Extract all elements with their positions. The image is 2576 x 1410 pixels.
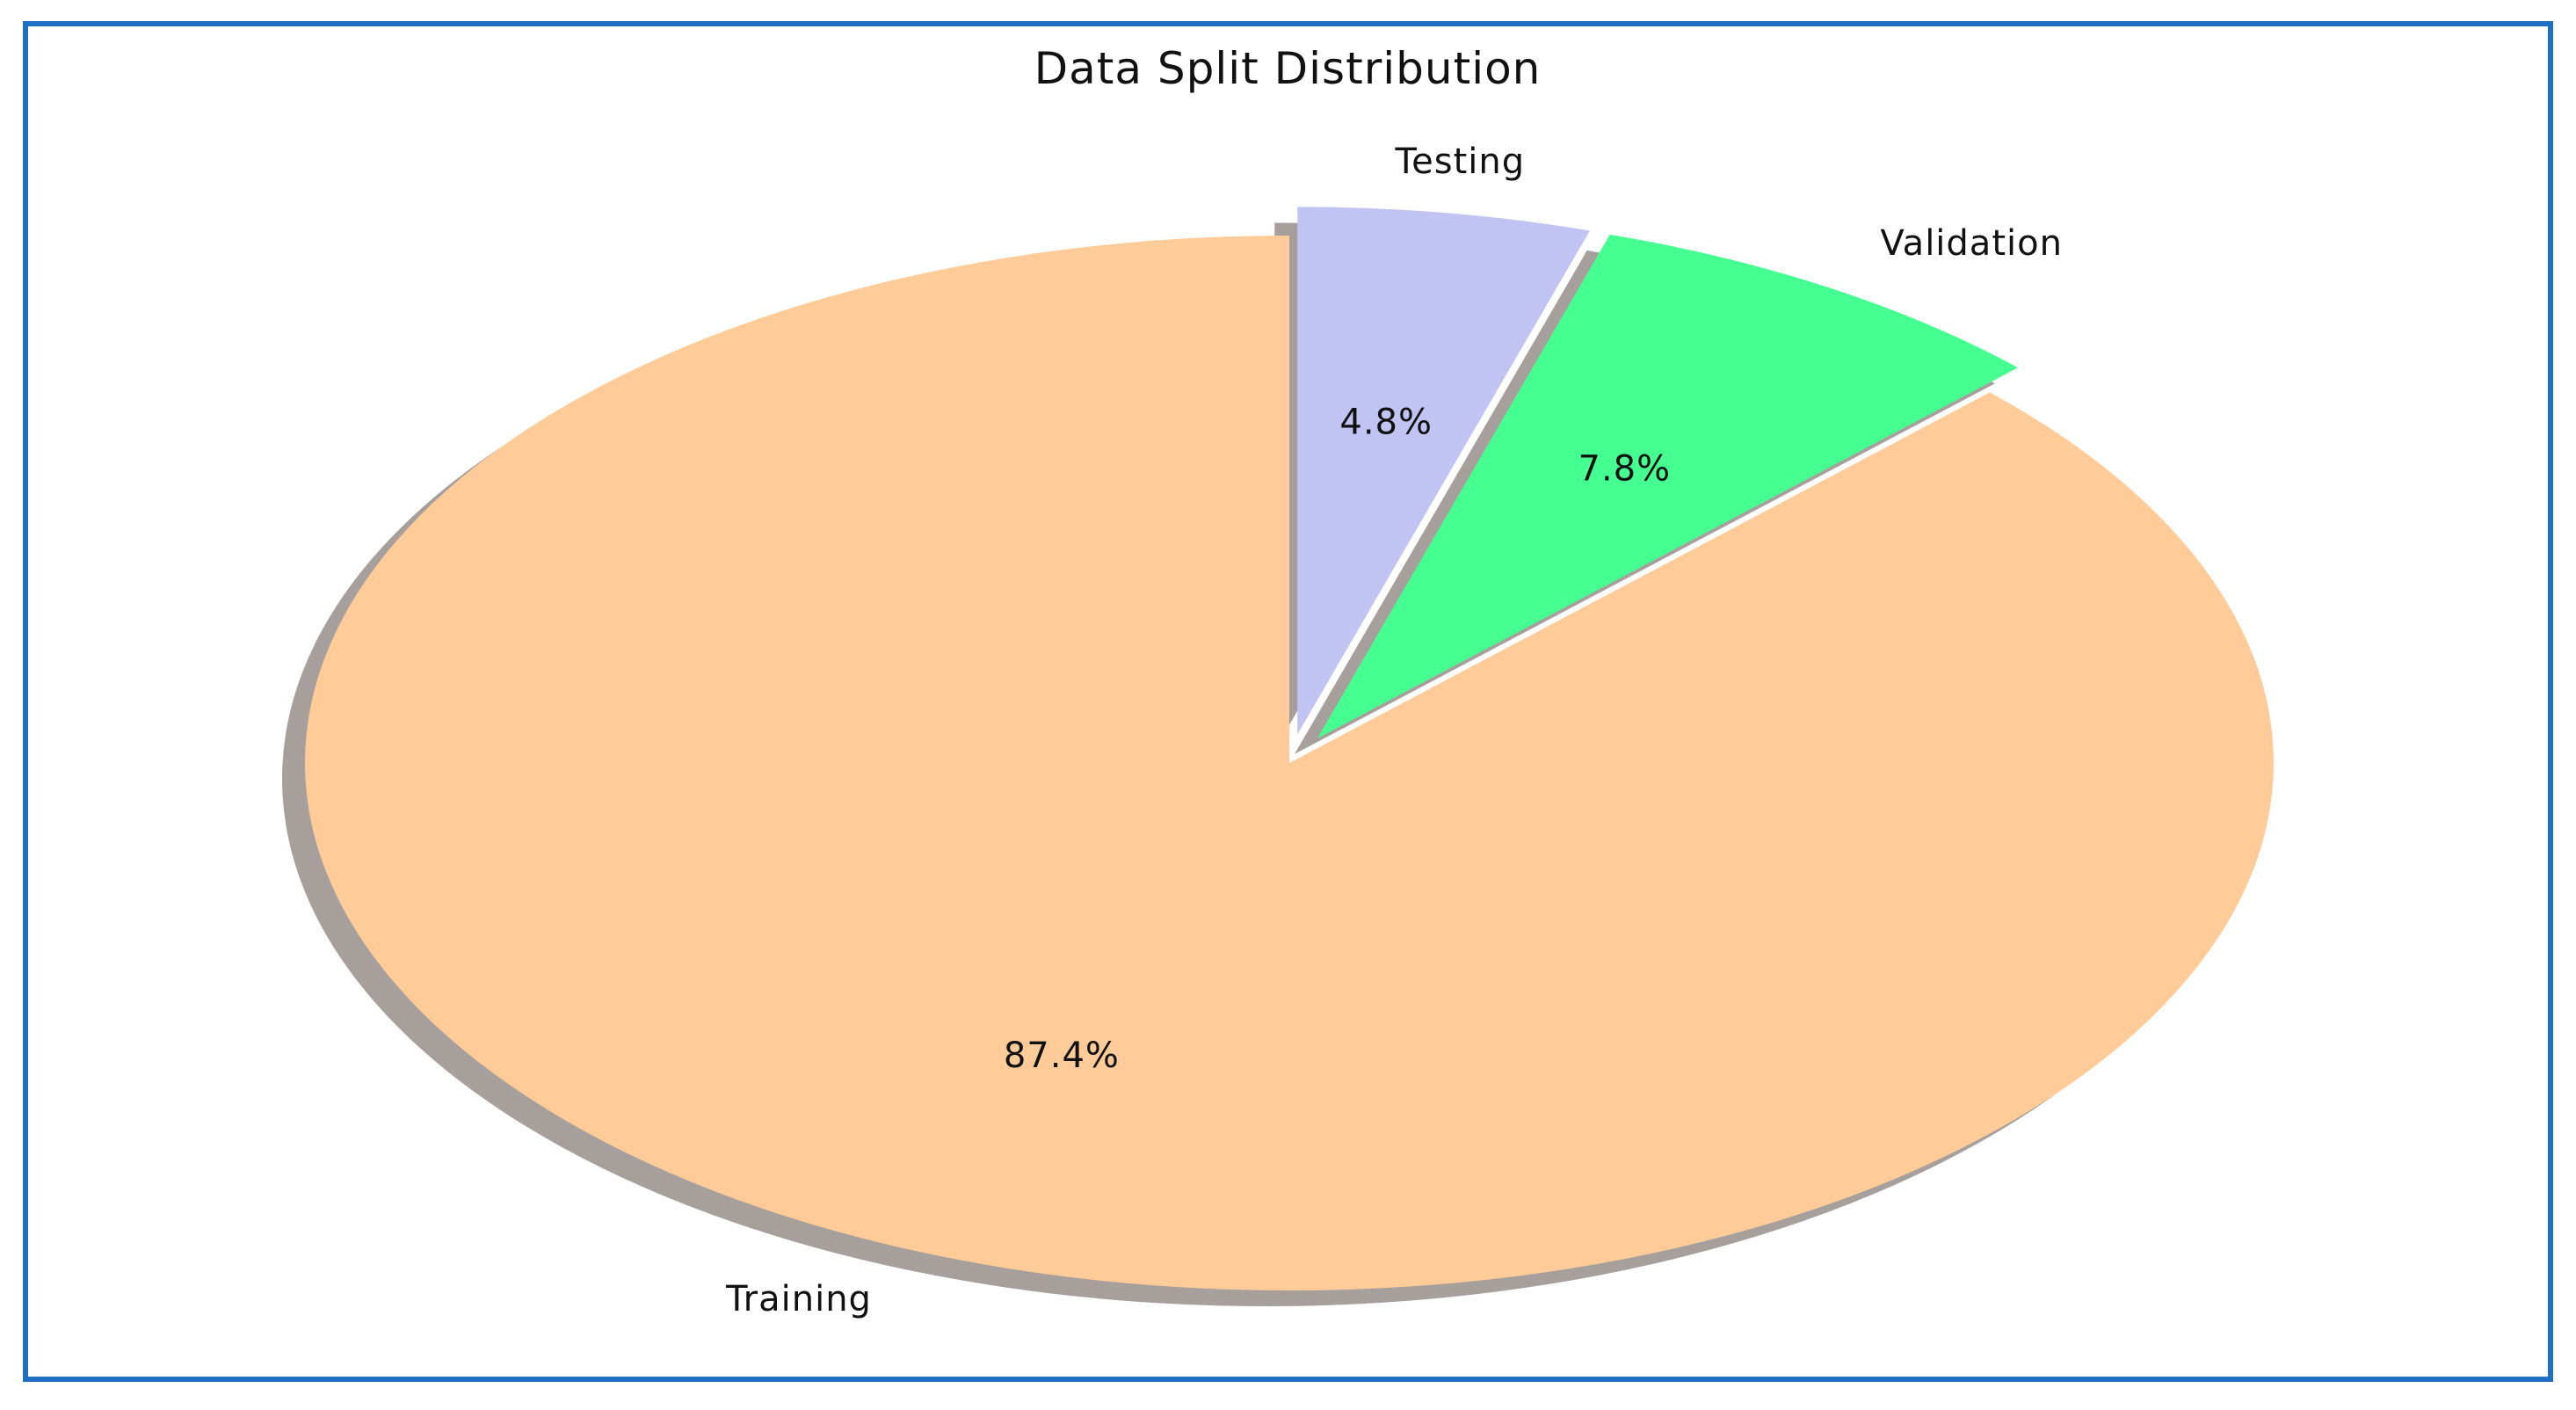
label-validation: Validation <box>1880 223 2063 264</box>
slice-testing <box>1297 207 1590 735</box>
slices <box>305 207 2275 1290</box>
slice-training <box>305 236 2275 1290</box>
value-label-validation: 7.8% <box>1578 448 1672 489</box>
value-label-testing: 4.8% <box>1339 402 1433 442</box>
label-training: Training <box>725 1279 872 1319</box>
chart-title: Data Split Distribution <box>1034 43 1542 94</box>
slice-labels: Testing 4.8% Validation 7.8% Training 87.4% <box>725 142 2063 1319</box>
value-label-training: 87.4% <box>1004 1036 1120 1076</box>
slice-validation <box>1317 234 2018 738</box>
label-testing: Testing <box>1395 142 1526 182</box>
